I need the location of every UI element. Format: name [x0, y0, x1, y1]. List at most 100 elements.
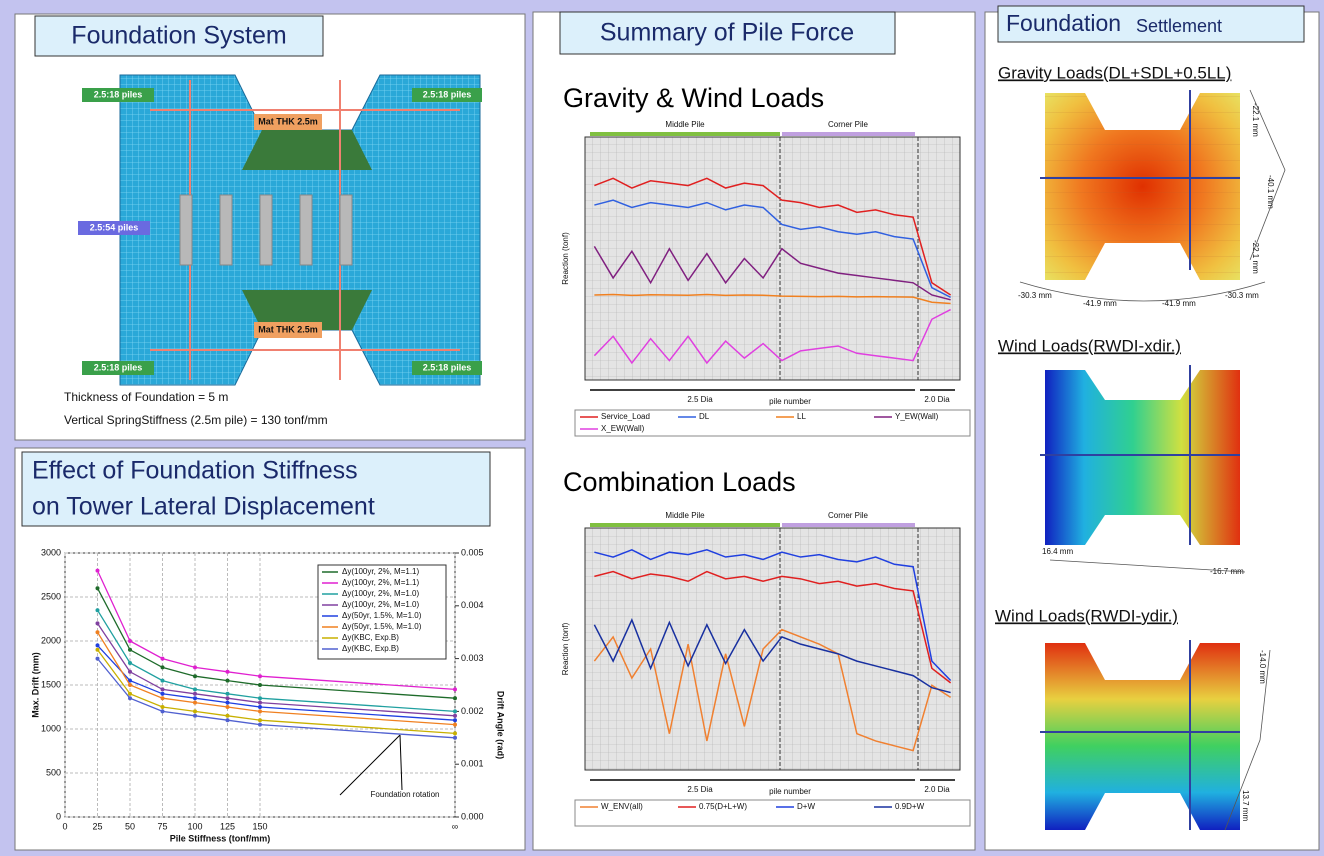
value-label: 13.7 mm [1241, 790, 1250, 821]
point [160, 691, 165, 696]
point [95, 630, 100, 635]
section-title: Gravity Loads(DL+SDL+0.5LL) [998, 63, 1231, 82]
point [128, 678, 132, 683]
point [193, 665, 197, 670]
panel-title: Foundation [1006, 10, 1121, 36]
value-label: 16.4 mm [1042, 547, 1073, 556]
value-label: -22.1 mm [1251, 103, 1260, 137]
point [258, 722, 262, 727]
point [453, 696, 457, 701]
series-line [594, 548, 952, 681]
point [128, 669, 132, 674]
point [453, 687, 457, 692]
series-line [593, 308, 951, 365]
point [225, 705, 230, 709]
x-axis-label: Pile Stiffness (tonf/mm) [170, 833, 271, 843]
point [193, 700, 197, 705]
point [128, 683, 132, 687]
group-label: Middle Pile [665, 511, 705, 520]
point [160, 665, 165, 670]
value-label: -40.1 mm [1266, 175, 1275, 209]
title-box [559, 11, 896, 55]
series-line [594, 293, 951, 305]
point [453, 731, 457, 736]
y-tick-label: 1500 [41, 679, 61, 689]
x-tick-label: 25 [92, 821, 102, 831]
legend-label: Δy(100yr, 2%, M=1.1) [342, 578, 419, 587]
point [95, 647, 100, 652]
value-label: -14.0 mm [1258, 650, 1267, 684]
point [193, 691, 197, 696]
dia-label: 2.0 Dia [924, 785, 950, 794]
point [258, 696, 262, 701]
point [258, 683, 262, 687]
legend-label: Y_EW(Wall) [895, 412, 939, 421]
notch [1085, 643, 1200, 680]
point [225, 691, 230, 696]
y2-tick-label: 0.003 [461, 653, 484, 663]
y-tick-label: 500 [46, 767, 61, 777]
y-axis-label: Max. Drift (mm) [30, 652, 40, 718]
panel-title: Summary of Pile Force [600, 19, 854, 47]
point [258, 705, 262, 709]
mat [242, 130, 372, 170]
title-box [997, 5, 1305, 43]
y-tick-label: 2500 [41, 591, 61, 601]
value-label: -41.9 mm [1083, 299, 1117, 308]
legend-label: DL [699, 412, 710, 421]
panel-title: Effect of Foundation Stiffness [32, 457, 358, 485]
point [193, 713, 197, 718]
legend [574, 409, 971, 437]
point [453, 718, 457, 723]
point [453, 735, 457, 740]
section-line [1040, 90, 1240, 270]
core-walls [179, 194, 353, 266]
point [95, 608, 100, 613]
panel-title: Foundation System [71, 22, 286, 50]
y-tick-label: 0 [56, 811, 61, 821]
point [453, 709, 457, 714]
point [95, 656, 100, 661]
point [95, 586, 100, 591]
point [95, 568, 100, 573]
group-bar [590, 523, 780, 527]
profile [1019, 89, 1286, 831]
section-title: Wind Loads(RWDI-xdir.) [998, 336, 1181, 355]
point [160, 709, 165, 714]
y2-axis-label: Drift Angle (rad) [496, 691, 506, 759]
point [160, 696, 165, 701]
series-line [593, 618, 951, 694]
pile-label: 2.5:54 piles [90, 222, 139, 232]
group-label: Corner Pile [828, 120, 869, 129]
legend-label: 0.75(D+L+W) [699, 802, 747, 811]
point [258, 674, 262, 679]
group-label: Corner Pile [828, 511, 869, 520]
notch [1085, 243, 1200, 280]
y2-tick-label: 0.005 [461, 547, 484, 557]
legend-label: Δy(100yr, 2%, M=1.1) [342, 567, 419, 576]
notch [1085, 370, 1200, 400]
label-box [412, 361, 482, 375]
label-box [254, 322, 322, 338]
section-line [1040, 640, 1240, 830]
series-line [594, 177, 952, 296]
y-axis-label: Reaction (tonf) [561, 622, 570, 675]
annotation: Foundation rotation [371, 790, 440, 799]
legend-label: X_EW(Wall) [601, 424, 645, 433]
point [160, 678, 165, 683]
annotation-arrow [339, 734, 403, 796]
legend-label: W_ENV(all) [601, 802, 643, 811]
label-box [82, 361, 154, 375]
point [258, 700, 262, 705]
legend-label: D+W [797, 802, 815, 811]
note: Vertical SpringStiffness (2.5m pile) = 1… [64, 413, 328, 427]
legend-label: Δy(100yr, 2%, M=1.0) [342, 600, 419, 609]
point [225, 700, 230, 705]
series-line [594, 570, 952, 684]
legend-label: Δy(KBC, Exp.B) [342, 633, 399, 642]
x-tick-label: 75 [157, 821, 167, 831]
dia-label: 2.0 Dia [924, 395, 950, 404]
group-bar [590, 132, 780, 136]
point [225, 696, 230, 701]
